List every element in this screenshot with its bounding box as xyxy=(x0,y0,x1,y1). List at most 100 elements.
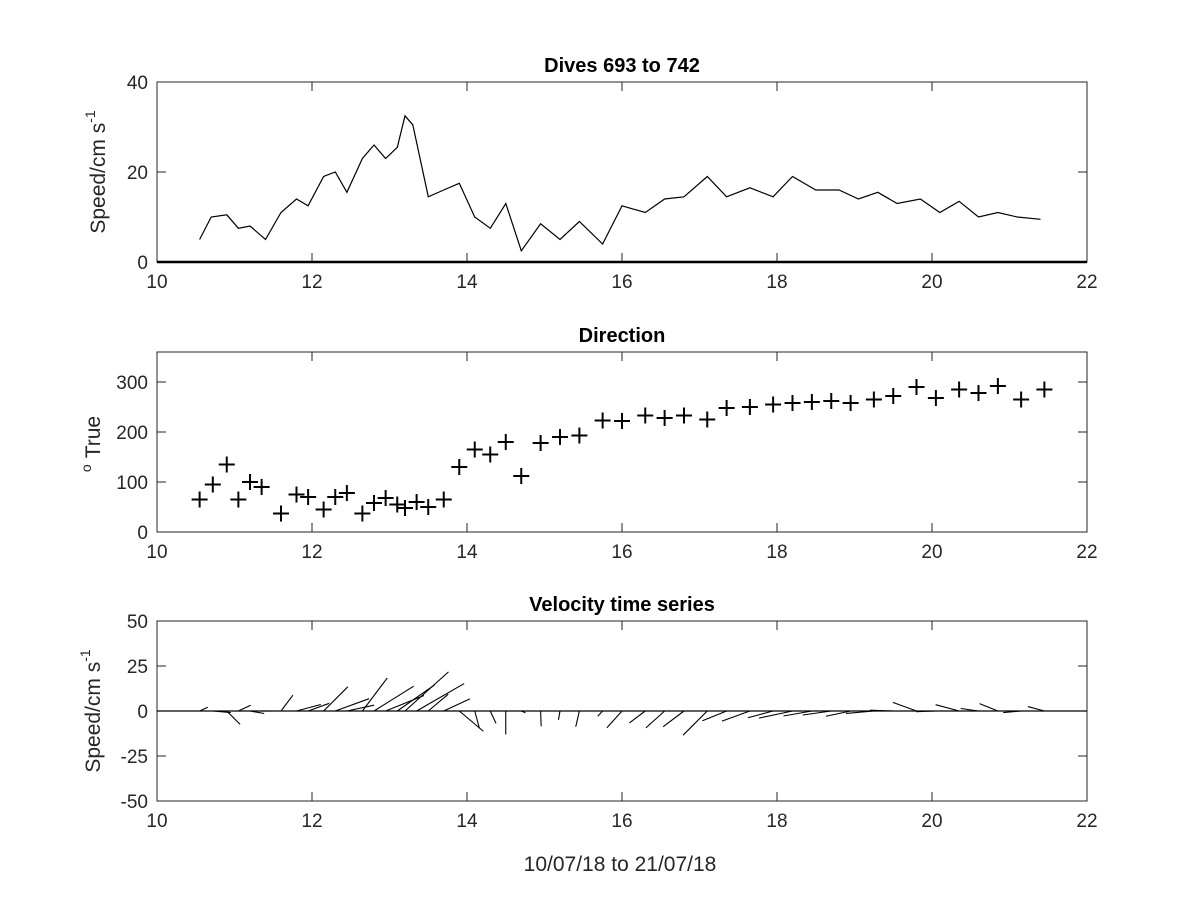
direction-marker xyxy=(389,496,406,513)
direction-marker xyxy=(366,495,382,511)
direction-xtick-label: 12 xyxy=(301,542,322,563)
direction-marker xyxy=(552,429,568,445)
velocity-stick xyxy=(892,701,917,712)
direction-ytick-label: 100 xyxy=(116,473,148,494)
direction-marker xyxy=(571,427,588,444)
speed-xtick-label: 12 xyxy=(301,272,322,293)
velocity-ytick-label: 50 xyxy=(127,612,148,633)
direction-marker xyxy=(242,474,258,490)
direction-marker xyxy=(765,396,782,413)
direction-xtick-label: 18 xyxy=(766,542,787,563)
direction-marker xyxy=(204,476,221,493)
velocity-xtick-label: 22 xyxy=(1076,811,1097,832)
velocity-stick xyxy=(979,703,999,712)
svg-text:Speed/cm s-1: Speed/cm s-1 xyxy=(82,110,110,234)
speed-ylabel-superscript: -1 xyxy=(82,110,98,123)
direction-panel: Direction o True 10 12 14 16 18 20 22 0 100 200 300 xyxy=(78,325,1098,563)
direction-marker xyxy=(273,505,289,522)
direction-marker xyxy=(451,459,468,475)
velocity-stick xyxy=(682,710,708,736)
velocity-stick xyxy=(489,710,497,724)
direction-marker xyxy=(354,505,371,522)
velocity-stick xyxy=(869,709,894,712)
velocity-panel: Velocity time series Speed/cm s-1 10/07/… xyxy=(77,594,1098,876)
velocity-stick xyxy=(575,710,580,727)
velocity-ylabel-text: Speed/cm s xyxy=(82,662,105,773)
direction-marker xyxy=(1013,391,1030,408)
velocity-xtick-label: 12 xyxy=(301,811,322,832)
velocity-stick xyxy=(474,710,480,729)
direction-marker xyxy=(300,489,317,505)
speed-title: Dives 693 to 742 xyxy=(544,55,700,77)
direction-marker xyxy=(614,413,630,429)
speed-ytick-label: 40 xyxy=(127,73,148,94)
speed-xtick-label: 22 xyxy=(1076,272,1097,293)
direction-marker xyxy=(218,456,235,473)
velocity-xtick-label: 20 xyxy=(921,811,942,832)
direction-xtick-label: 22 xyxy=(1076,542,1097,563)
direction-ytick-label: 0 xyxy=(137,523,148,544)
direction-ytick-label: 200 xyxy=(116,423,148,444)
direction-title: Direction xyxy=(579,325,666,347)
direction-marker xyxy=(594,412,611,429)
speed-ylabel-text: Speed/cm s xyxy=(87,123,110,234)
direction-xtick-label: 14 xyxy=(456,542,478,563)
direction-xtick-label: 10 xyxy=(146,542,167,563)
velocity-stick xyxy=(416,683,465,712)
velocity-stick xyxy=(373,685,414,712)
direction-marker xyxy=(315,501,332,518)
direction-marker xyxy=(637,407,654,424)
direction-xtick-label: 20 xyxy=(921,542,942,563)
velocity-ytick-label: -25 xyxy=(121,747,148,768)
direction-marker xyxy=(397,500,413,516)
direction-axes-frame xyxy=(156,351,1088,533)
velocity-stick xyxy=(629,710,646,724)
velocity-stick xyxy=(540,710,542,727)
direction-marker xyxy=(420,499,437,515)
speed-xtick-label: 14 xyxy=(456,272,478,293)
velocity-ytick-label: 25 xyxy=(127,657,148,678)
velocity-stick xyxy=(238,704,251,712)
speed-xtick-label: 20 xyxy=(921,272,942,293)
velocity-stick xyxy=(199,706,209,712)
velocity-stick xyxy=(335,698,370,712)
velocity-stick xyxy=(404,671,449,712)
direction-marker xyxy=(408,494,425,510)
speed-axes-frame xyxy=(156,81,1088,263)
speed-xtick-label: 18 xyxy=(766,272,787,293)
velocity-stick xyxy=(346,704,375,712)
direction-marker xyxy=(288,486,305,503)
speed-ylabel: Speed/cm s-1 xyxy=(82,110,110,234)
velocity-stick xyxy=(747,710,774,719)
svg-text:oTrue: o True xyxy=(78,416,105,472)
direction-marker xyxy=(482,446,499,463)
velocity-stick xyxy=(935,704,960,712)
velocity-stick xyxy=(361,677,388,712)
direction-marker xyxy=(784,395,801,411)
speed-ytick-label: 0 xyxy=(137,253,148,274)
direction-marker xyxy=(885,388,902,404)
direction-marker xyxy=(435,491,452,508)
velocity-stick xyxy=(385,694,425,712)
velocity-xtick-label: 18 xyxy=(766,811,787,832)
direction-marker xyxy=(927,390,944,406)
direction-marker xyxy=(908,379,925,395)
velocity-stick xyxy=(702,710,727,722)
velocity-stick xyxy=(916,710,936,713)
velocity-stick xyxy=(443,698,471,712)
velocity-stick xyxy=(280,694,294,712)
direction-ytick-label: 300 xyxy=(116,373,148,394)
direction-marker xyxy=(823,393,840,409)
velocity-stick xyxy=(606,710,623,729)
direction-marker xyxy=(191,491,208,508)
direction-marker xyxy=(970,385,987,401)
speed-xtick-label: 10 xyxy=(146,272,167,293)
velocity-stick xyxy=(758,710,793,719)
direction-marker xyxy=(230,491,247,508)
speed-xtick-label: 16 xyxy=(611,272,632,293)
direction-marker xyxy=(497,434,514,450)
velocity-stick xyxy=(557,710,561,720)
direction-marker xyxy=(676,407,692,424)
direction-marker xyxy=(656,410,673,426)
